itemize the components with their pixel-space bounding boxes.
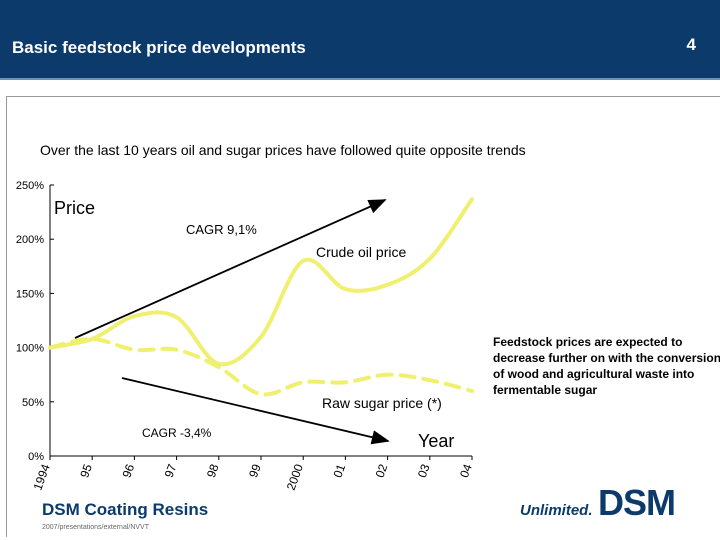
x-tick-label: 2000 xyxy=(284,462,306,492)
header-bar: Basic feedstock price developments 4 xyxy=(0,0,720,80)
page-number: 4 xyxy=(686,35,696,54)
logo-tagline: Unlimited. xyxy=(520,502,593,519)
crude-oil-series-line xyxy=(48,197,474,367)
y-tick-label: 250% xyxy=(16,180,44,192)
series-label-raw-sugar: Raw sugar price (*) xyxy=(322,395,442,411)
cagr-up-label: CAGR 9,1% xyxy=(186,222,257,237)
x-axis-title: Year xyxy=(418,431,454,451)
x-tick-label: 99 xyxy=(246,462,264,480)
cagr-down-label: CAGR -3,4% xyxy=(142,426,212,440)
footer-brand: DSM Coating Resins xyxy=(42,500,209,519)
series-label-crude-oil: Crude oil price xyxy=(316,244,406,260)
x-tick-label: 95 xyxy=(77,462,95,480)
y-tick-label: 200% xyxy=(16,234,44,246)
cagr-down-arrow xyxy=(121,377,390,445)
y-tick-label: 100% xyxy=(16,343,44,355)
logo-wordmark: DSM xyxy=(598,482,676,523)
x-tick-label: 98 xyxy=(204,462,222,480)
x-tick-label: 1994 xyxy=(31,462,53,492)
y-tick-label: 0% xyxy=(28,451,44,463)
x-tick-label: 04 xyxy=(457,462,475,480)
x-tick-label: 01 xyxy=(330,462,348,480)
dsm-logo: Unlimited. DSM xyxy=(520,482,700,523)
price-label: Price xyxy=(54,198,95,218)
raw-sugar-series-line xyxy=(48,336,474,397)
slide-subtitle: Over the last 10 years oil and sugar pri… xyxy=(40,142,526,158)
cagr-up-arrow xyxy=(74,199,387,339)
x-tick-label: 03 xyxy=(415,462,433,480)
y-tick-label: 50% xyxy=(22,397,44,409)
x-tick-label: 97 xyxy=(162,462,180,480)
content-frame xyxy=(6,96,720,537)
y-tick-label: 150% xyxy=(16,288,44,300)
feedstock-note: Feedstock prices are expected to decreas… xyxy=(493,335,720,397)
x-tick-label: 96 xyxy=(119,462,137,480)
slide-title: Basic feedstock price developments xyxy=(12,38,306,57)
x-tick-label: 02 xyxy=(373,462,391,480)
footer-path: 2007/presentations/external/NVVT xyxy=(42,524,150,531)
